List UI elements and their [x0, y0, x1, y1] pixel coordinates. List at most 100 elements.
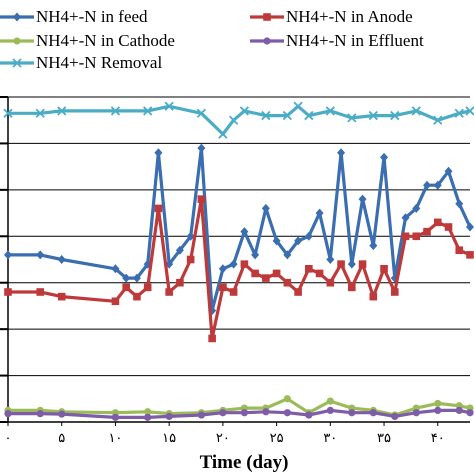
- legend-label: NH4+-N in Anode: [286, 7, 413, 26]
- data-point: [272, 269, 281, 278]
- legend-item: NH4+-N in feed: [0, 7, 148, 26]
- data-point: [369, 292, 378, 301]
- data-point: [455, 246, 464, 255]
- data-point: [36, 288, 45, 296]
- data-point: [315, 208, 324, 218]
- data-point: [401, 232, 410, 241]
- data-point: [455, 406, 463, 414]
- data-point: [412, 409, 420, 417]
- data-point: [262, 408, 270, 416]
- data-point: [293, 101, 303, 111]
- legend-item: NH4+-N in Anode: [250, 7, 413, 26]
- legend-item: NH4+-N in Cathode: [0, 31, 175, 50]
- data-point: [144, 408, 152, 416]
- data-point: [133, 292, 141, 301]
- data-point: [358, 194, 367, 204]
- data-point: [122, 273, 131, 283]
- data-point: [197, 195, 206, 203]
- data-point: [380, 152, 389, 162]
- data-point: [326, 397, 334, 405]
- data-point: [196, 108, 207, 118]
- data-point: [240, 227, 249, 237]
- data-point: [262, 274, 270, 282]
- series-1: [4, 195, 474, 343]
- data-point: [261, 110, 271, 121]
- legend: NH4+-N in feed NH4+-N in Anode NH4+-N in C…: [0, 7, 424, 72]
- data-point: [36, 410, 44, 418]
- data-point: [390, 110, 400, 121]
- x-tick-label: ۴۰: [431, 430, 445, 445]
- data-point: [57, 255, 66, 264]
- data-point: [4, 410, 12, 418]
- series-line: [8, 197, 471, 340]
- data-point: [263, 37, 271, 45]
- x-axis-title: Time (day): [200, 452, 289, 473]
- data-point: [348, 283, 356, 292]
- x-tick-label: ۱۰: [108, 430, 122, 445]
- data-point: [337, 260, 345, 268]
- data-point: [466, 409, 474, 417]
- data-point: [197, 411, 205, 419]
- data-point: [197, 143, 206, 153]
- series-4: [3, 101, 474, 139]
- legend-label: NH4+-N in Cathode: [36, 31, 175, 50]
- data-point: [219, 409, 227, 417]
- data-point: [347, 113, 357, 123]
- data-point: [348, 409, 356, 417]
- data-point: [401, 213, 410, 223]
- series-line: [8, 104, 471, 136]
- data-point: [229, 288, 238, 296]
- x-tick-label: ۳۵: [377, 430, 391, 445]
- data-point: [294, 236, 303, 246]
- data-point: [305, 264, 313, 273]
- data-point: [433, 180, 442, 190]
- data-point: [57, 106, 67, 116]
- data-point: [251, 250, 260, 260]
- axes: [0, 96, 470, 423]
- data-point: [412, 232, 421, 241]
- data-point: [347, 259, 356, 269]
- data-point: [186, 231, 195, 241]
- data-point: [165, 412, 173, 421]
- data-point: [13, 12, 21, 22]
- legend-label: NH4+-N in Effluent: [286, 31, 424, 50]
- data-point: [433, 115, 443, 125]
- data-point: [412, 203, 421, 213]
- data-point: [325, 106, 335, 116]
- data-point: [111, 264, 120, 274]
- data-point: [434, 399, 442, 408]
- series-line: [8, 397, 471, 417]
- legend-item: NH4+-N in Effluent: [250, 31, 424, 50]
- data-point: [326, 255, 335, 264]
- data-point: [239, 106, 250, 116]
- x-tick-label: ۳۰: [323, 430, 337, 445]
- data-point: [390, 288, 399, 296]
- data-point: [304, 110, 314, 121]
- data-point: [326, 406, 334, 414]
- x-tick-label: ۲۵: [270, 430, 284, 445]
- data-point: [444, 223, 453, 231]
- data-point: [111, 413, 120, 421]
- data-point: [423, 180, 432, 190]
- x-tick-label: ۰: [5, 430, 12, 445]
- data-point: [282, 110, 292, 121]
- data-point: [294, 288, 302, 296]
- data-point: [304, 231, 313, 241]
- data-point: [176, 278, 184, 287]
- data-point: [229, 259, 238, 269]
- data-point: [465, 106, 474, 116]
- data-point: [369, 409, 377, 417]
- data-point: [272, 236, 281, 246]
- data-point: [358, 260, 367, 268]
- data-point: [454, 108, 464, 118]
- legend-label: NH4+-N in feed: [36, 7, 148, 26]
- data-point: [13, 37, 21, 45]
- series-line: [8, 408, 471, 419]
- data-point: [154, 148, 163, 158]
- data-point: [251, 269, 259, 278]
- x-tick-labels: ۰ ۵ ۱۰ ۱۵ ۲۰ ۲۵ ۳۰ ۳۵ ۴۰: [5, 422, 445, 445]
- data-point: [283, 395, 291, 403]
- data-point: [305, 411, 313, 419]
- data-point: [35, 108, 45, 118]
- data-point: [283, 278, 292, 287]
